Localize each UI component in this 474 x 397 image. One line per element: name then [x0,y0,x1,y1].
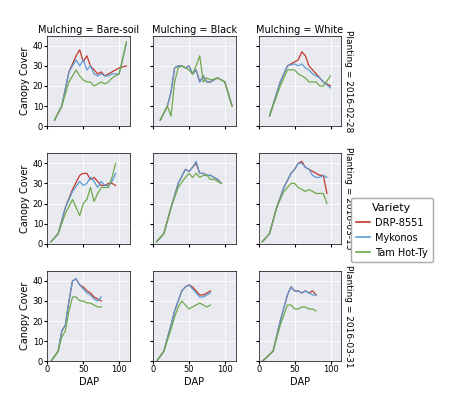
Y-axis label: Canopy Cover: Canopy Cover [20,47,30,115]
Text: Planting = 2016-03-31: Planting = 2016-03-31 [344,265,353,367]
Text: Planting = 2016-03-15: Planting = 2016-03-15 [344,147,353,250]
Title: Mulching = White: Mulching = White [256,25,344,35]
Y-axis label: Canopy Cover: Canopy Cover [20,282,30,350]
X-axis label: DAP: DAP [79,377,99,387]
X-axis label: DAP: DAP [184,377,204,387]
Title: Mulching = Black: Mulching = Black [152,25,237,35]
Text: Planting = 2016-02-28: Planting = 2016-02-28 [344,30,353,132]
X-axis label: DAP: DAP [290,377,310,387]
Legend: DRP-8551, Mykonos, Tam Hot-Ty: DRP-8551, Mykonos, Tam Hot-Ty [351,198,433,262]
Title: Mulching = Bare-soil: Mulching = Bare-soil [38,25,139,35]
Y-axis label: Canopy Cover: Canopy Cover [20,164,30,233]
